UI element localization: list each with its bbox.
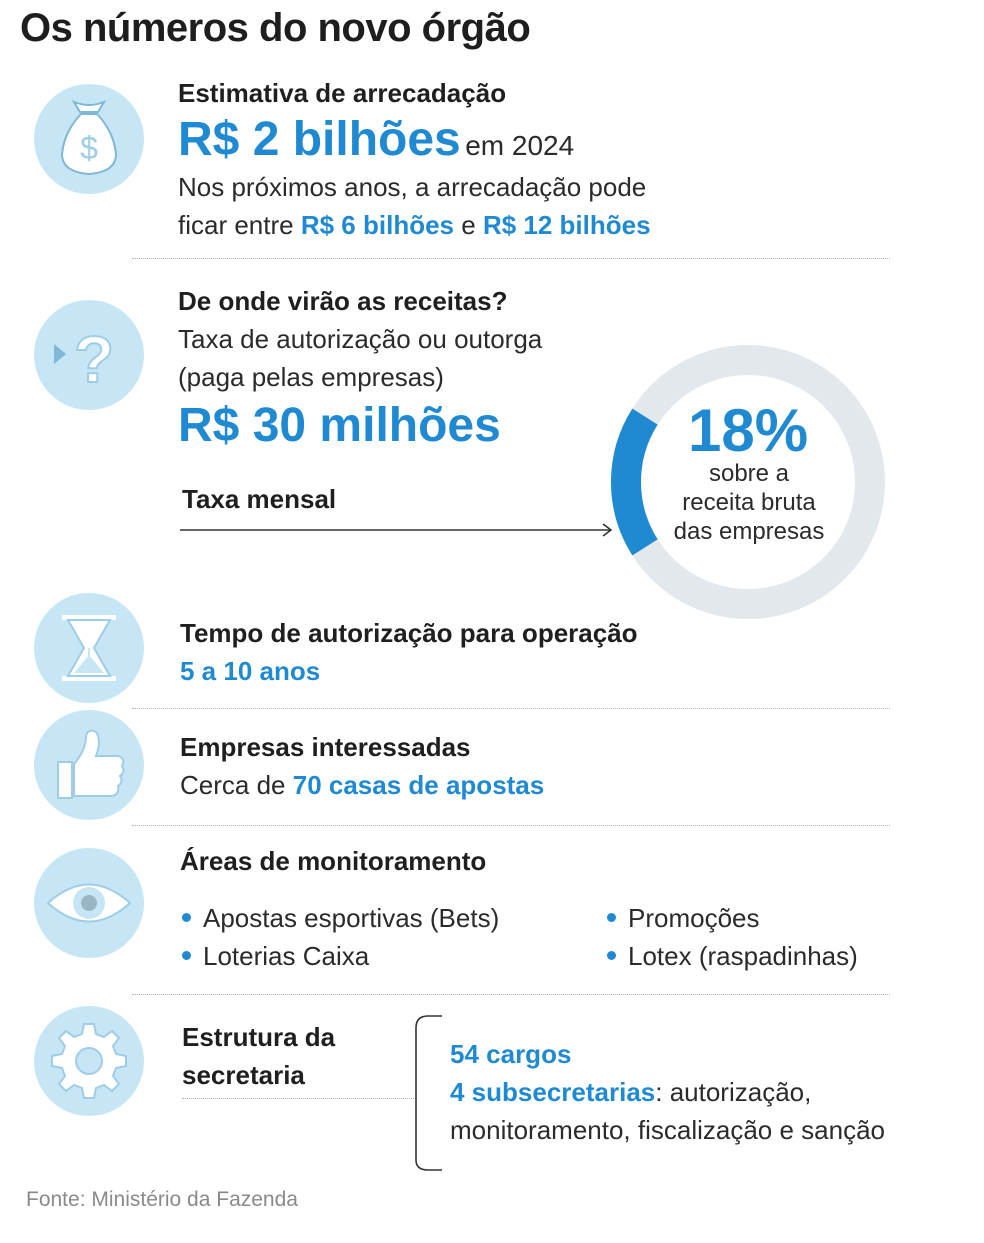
brace-icon bbox=[415, 1015, 442, 1171]
companies-value: 70 casas de apostas bbox=[292, 770, 545, 800]
structure-line2: 4 subsecretarias: autorização, bbox=[450, 1077, 811, 1108]
donut-percent: 18% bbox=[687, 397, 809, 464]
companies-heading: Empresas interessadas bbox=[180, 732, 471, 762]
sources-heading: De onde virão as receitas? bbox=[178, 286, 508, 316]
bullet-icon bbox=[182, 912, 191, 922]
monitoring-heading: Áreas de monitoramento bbox=[180, 846, 487, 876]
svg-text:$: $ bbox=[80, 130, 98, 166]
monitoring-item: Loterias Caixa bbox=[182, 941, 369, 972]
structure-subsecretariats: 4 subsecretarias bbox=[450, 1077, 656, 1107]
donut-caption-2: receita bruta bbox=[682, 489, 816, 516]
page-title: Os números do novo órgão bbox=[20, 6, 531, 50]
sources-line1: Taxa de autorização ou outorga bbox=[178, 324, 543, 354]
source-note: Fonte: Ministério da Fazenda bbox=[26, 1188, 298, 1211]
monitoring-item: Apostas esportivas (Bets) bbox=[182, 903, 499, 934]
eye-icon bbox=[34, 848, 144, 958]
revenue-low: R$ 6 bilhões bbox=[300, 210, 454, 240]
monitoring-item-label: Lotex (raspadinhas) bbox=[628, 941, 858, 971]
bullet-icon bbox=[607, 950, 616, 960]
sources-line2: (paga pelas empresas) bbox=[178, 362, 444, 392]
gear-icon bbox=[34, 1006, 144, 1116]
monitoring-item: Lotex (raspadinhas) bbox=[607, 941, 858, 972]
divider bbox=[132, 258, 890, 259]
time-heading: Tempo de autorização para operação bbox=[180, 618, 638, 648]
revenue-heading: Estimativa de arrecadação bbox=[178, 78, 507, 108]
structure-heading-1: Estrutura da bbox=[182, 1022, 336, 1052]
time-value: 5 a 10 anos bbox=[180, 656, 321, 686]
divider bbox=[182, 1098, 414, 1099]
structure-detail-2: monitoramento, fiscalização e sanção bbox=[450, 1115, 886, 1145]
divider bbox=[132, 994, 890, 995]
donut-caption: sobre a receita bruta das empresas bbox=[660, 459, 838, 546]
structure-detail-1: : autorização, bbox=[655, 1077, 812, 1107]
thumbs-up-icon bbox=[34, 710, 144, 820]
donut-share-arc bbox=[611, 408, 658, 556]
revenue-line2: ficar entre R$ 6 bilhões e R$ 12 bilhões bbox=[178, 210, 651, 241]
structure-heading-2: secretaria bbox=[182, 1060, 305, 1090]
revenue-line2-prefix: ficar entre bbox=[178, 210, 294, 240]
monitoring-item-label: Loterias Caixa bbox=[203, 941, 370, 971]
money-bag-icon: $ bbox=[34, 84, 144, 194]
question-icon: ? bbox=[34, 300, 144, 410]
revenue-high: R$ 12 bilhões bbox=[482, 210, 651, 240]
monitoring-item-label: Apostas esportivas (Bets) bbox=[203, 903, 500, 933]
divider bbox=[132, 825, 890, 826]
bullet-icon bbox=[607, 912, 616, 922]
monitoring-item-label: Promoções bbox=[628, 903, 760, 933]
donut-caption-1: sobre a bbox=[708, 460, 790, 487]
revenue-share-donut bbox=[611, 345, 885, 619]
fee-arrow bbox=[180, 523, 613, 537]
revenue-conj: e bbox=[461, 210, 476, 240]
revenue-year: em 2024 bbox=[465, 130, 575, 161]
fee-label: Taxa mensal bbox=[182, 484, 337, 514]
companies-prefix: Cerca de bbox=[180, 770, 286, 800]
revenue-amount: R$ 2 bilhões bbox=[178, 113, 461, 166]
structure-positions: 54 cargos bbox=[450, 1039, 572, 1069]
sources-amount: R$ 30 milhões bbox=[178, 399, 501, 452]
monitoring-item: Promoções bbox=[607, 903, 760, 934]
revenue-line1: Nos próximos anos, a arrecadação pode bbox=[178, 172, 647, 202]
svg-text:?: ? bbox=[74, 322, 114, 396]
companies-line: Cerca de 70 casas de apostas bbox=[180, 770, 544, 801]
donut-caption-3: das empresas bbox=[673, 518, 825, 545]
bullet-icon bbox=[182, 950, 191, 960]
hourglass-icon bbox=[34, 593, 144, 703]
divider bbox=[132, 708, 890, 709]
